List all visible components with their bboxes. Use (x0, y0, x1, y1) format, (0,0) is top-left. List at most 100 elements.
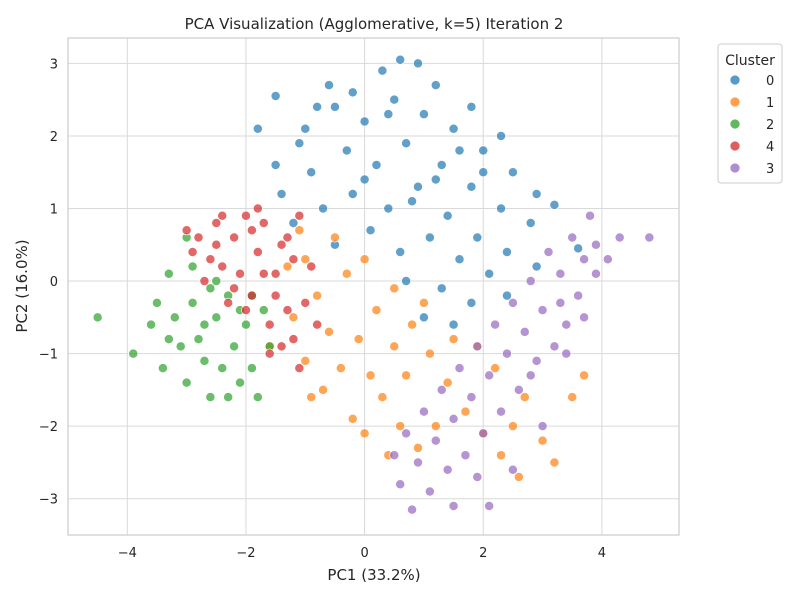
data-point-cluster-3 (531, 355, 542, 366)
data-point-cluster-1 (424, 348, 435, 359)
data-point-cluster-0 (418, 312, 429, 323)
data-point-cluster-0 (472, 232, 483, 243)
data-point-cluster-0 (300, 123, 311, 134)
data-point-cluster-1 (359, 428, 370, 439)
data-point-cluster-2 (223, 392, 234, 403)
data-point-cluster-1 (407, 319, 418, 330)
data-point-cluster-1 (579, 370, 590, 381)
data-point-cluster-2 (163, 268, 174, 279)
data-point-cluster-0 (318, 203, 329, 214)
data-point-cluster-2 (92, 312, 103, 323)
data-point-cluster-0 (436, 160, 447, 170)
legend-title: Cluster (725, 53, 775, 69)
y-axis-label: PC2 (16.0%) (13, 239, 31, 332)
y-tick-label: 0 (50, 275, 58, 290)
data-point-cluster-2 (235, 377, 245, 388)
x-tick-label: 0 (360, 546, 368, 561)
data-point-cluster-4 (223, 297, 234, 308)
data-point-cluster-0 (341, 145, 352, 156)
data-point-cluster-1 (347, 413, 358, 424)
legend-marker (729, 74, 741, 86)
legend: Cluster 0 1 2 4 3 (717, 43, 783, 184)
data-point-cluster-0 (573, 243, 584, 254)
data-point-cluster-1 (341, 268, 352, 279)
data-point-cluster-4 (264, 319, 275, 330)
data-point-cluster-0 (270, 160, 281, 170)
y-tick-label: 3 (50, 57, 58, 72)
data-point-cluster-1 (318, 384, 329, 395)
data-point-cluster-0 (377, 65, 388, 76)
data-point-cluster-4 (270, 268, 281, 279)
data-point-cluster-0 (549, 199, 560, 210)
data-point-cluster-3 (413, 457, 423, 468)
data-point-cluster-2 (157, 363, 168, 374)
data-point-cluster-3 (525, 370, 536, 381)
data-point-cluster-2 (229, 341, 240, 352)
data-point-cluster-2 (169, 312, 180, 323)
data-point-cluster-0 (294, 138, 305, 149)
data-point-cluster-4 (300, 297, 311, 308)
data-point-cluster-3 (591, 239, 601, 250)
data-point-cluster-3 (418, 406, 429, 417)
scatter-points (92, 54, 655, 515)
data-point-cluster-0 (329, 101, 340, 112)
x-tick-label: 4 (598, 546, 606, 561)
data-point-cluster-1 (300, 254, 311, 265)
data-point-cluster-3 (448, 501, 459, 511)
data-point-cluster-0 (365, 225, 376, 236)
data-point-cluster-0 (436, 283, 447, 294)
data-point-cluster-2 (246, 363, 257, 374)
data-point-cluster-4 (270, 290, 281, 301)
data-point-cluster-0 (448, 319, 459, 330)
data-point-cluster-2 (146, 319, 156, 330)
y-tick-label: 1 (50, 203, 58, 218)
data-point-cluster-0 (507, 167, 518, 178)
data-point-cluster-1 (418, 297, 429, 308)
data-point-cluster-0 (484, 268, 495, 279)
data-point-cluster-0 (359, 174, 370, 185)
x-tick-label: −4 (118, 546, 137, 561)
data-point-cluster-3 (454, 363, 465, 374)
data-point-cluster-3 (585, 210, 595, 221)
data-point-cluster-0 (288, 218, 299, 228)
data-point-cluster-4 (181, 225, 192, 236)
data-point-cluster-0 (466, 101, 477, 112)
data-point-cluster-1 (442, 377, 453, 388)
data-point-cluster-2 (199, 355, 210, 366)
data-point-cluster-1 (365, 370, 376, 381)
data-point-cluster-0 (442, 210, 453, 221)
data-point-cluster-1 (513, 472, 524, 482)
data-point-cluster-4 (294, 210, 305, 221)
data-point-cluster-0 (466, 181, 477, 192)
data-point-cluster-1 (377, 392, 388, 403)
data-point-cluster-0 (276, 189, 287, 199)
data-point-cluster-4 (199, 276, 210, 287)
data-point-cluster-2 (181, 377, 192, 388)
data-point-cluster-0 (418, 109, 429, 120)
data-point-cluster-0 (454, 145, 465, 156)
data-point-cluster-4 (282, 232, 293, 243)
data-point-cluster-1 (490, 363, 501, 374)
data-point-cluster-4 (187, 247, 198, 257)
data-point-cluster-3 (573, 290, 584, 301)
data-point-cluster-1 (507, 421, 518, 432)
legend-label: 4 (766, 140, 774, 155)
data-point-cluster-0 (430, 174, 441, 185)
data-point-cluster-0 (306, 167, 317, 178)
plot-background (68, 38, 679, 535)
data-point-cluster-4 (193, 232, 204, 243)
data-point-cluster-0 (347, 87, 358, 98)
data-point-cluster-4 (312, 319, 323, 330)
data-point-cluster-1 (312, 290, 323, 301)
data-point-cluster-3 (424, 486, 435, 497)
data-point-cluster-2 (211, 276, 222, 287)
data-point-cluster-0 (502, 290, 512, 301)
data-point-cluster-4 (246, 225, 257, 236)
data-point-cluster-0 (395, 247, 406, 257)
data-point-cluster-0 (478, 145, 489, 156)
data-point-cluster-2 (217, 363, 228, 374)
legend-marker (729, 140, 741, 152)
data-point-cluster-4 (211, 239, 222, 250)
data-point-cluster-1 (401, 370, 412, 381)
data-point-cluster-1 (537, 435, 548, 446)
